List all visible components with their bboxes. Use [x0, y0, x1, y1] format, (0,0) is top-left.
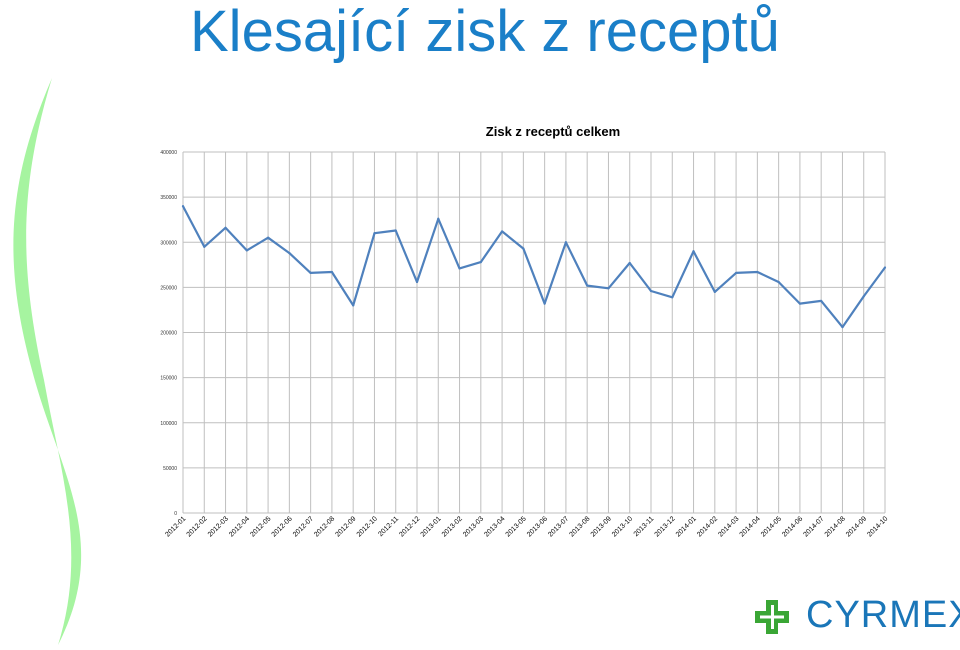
x-tick-label: 2012-12: [398, 515, 421, 538]
x-tick-label: 2013-02: [441, 515, 464, 538]
data-point: [777, 280, 780, 284]
x-tick-label: 2012-05: [249, 515, 272, 538]
y-tick-label: 200000: [160, 331, 177, 337]
data-point: [564, 241, 568, 244]
x-tick-label: 2012-07: [292, 515, 315, 538]
x-tick-label: 2012-08: [313, 515, 336, 538]
x-tick-label: 2013-05: [505, 515, 528, 538]
data-point: [458, 267, 461, 270]
x-tick-label: 2014-10: [866, 515, 889, 538]
data-point: [181, 205, 185, 208]
data-point: [820, 299, 823, 303]
data-point: [479, 261, 482, 264]
data-point: [522, 247, 525, 250]
y-tick-label: 300000: [160, 240, 177, 246]
x-tick-label: 2013-04: [483, 515, 506, 538]
x-tick-label: 2013-12: [654, 515, 677, 538]
data-point: [224, 226, 227, 229]
x-tick-label: 2012-10: [356, 515, 379, 538]
data-point: [756, 270, 759, 274]
pharmacy-cross-icon: [755, 600, 789, 634]
data-point: [500, 230, 504, 233]
y-tick-label: 50000: [163, 466, 177, 472]
x-tick-label: 2012-01: [164, 515, 187, 538]
x-tick-label: 2014-06: [781, 515, 804, 538]
data-point: [862, 295, 865, 298]
x-tick-label: 2014-01: [675, 515, 698, 538]
data-point: [649, 289, 653, 293]
x-tick-label: 2012-04: [228, 515, 251, 538]
data-point: [734, 271, 738, 275]
x-tick-label: 2014-09: [845, 515, 868, 538]
x-tick-label: 2013-10: [611, 515, 634, 538]
data-point: [203, 245, 206, 248]
x-tick-label: 2013-11: [633, 515, 656, 538]
data-point: [437, 217, 440, 220]
y-tick-label: 100000: [160, 421, 177, 427]
y-tick-label: 250000: [160, 285, 177, 291]
x-tick-label: 2014-03: [717, 515, 740, 538]
data-point: [266, 236, 270, 239]
x-tick-label: 2012-03: [207, 515, 230, 538]
x-tick-label: 2013-09: [590, 515, 613, 538]
data-point: [288, 251, 291, 255]
data-point: [841, 325, 844, 329]
data-point: [607, 287, 610, 290]
series-line: [182, 205, 886, 329]
x-tick-label: 2014-07: [802, 515, 825, 538]
y-tick-label: 150000: [160, 376, 177, 382]
x-tick-label: 2013-07: [547, 515, 570, 538]
x-tick-label: 2012-02: [186, 515, 209, 538]
data-point: [586, 284, 589, 287]
data-point: [352, 304, 355, 307]
y-tick-label: 0: [174, 511, 177, 517]
data-point: [394, 229, 397, 232]
cyrmex-logo: CYRMEX: [752, 592, 960, 642]
x-tick-label: 2013-03: [462, 515, 485, 538]
x-tick-label: 2014-05: [760, 515, 783, 538]
slide-title: Klesající zisk z receptů: [190, 0, 780, 64]
x-tick-label: 2012-06: [271, 515, 294, 538]
data-point: [692, 250, 695, 253]
chart-title: Zisk z receptů celkem: [486, 124, 620, 139]
y-tick-label: 350000: [160, 195, 177, 201]
x-tick-label: 2013-08: [568, 515, 591, 538]
x-tick-label: 2014-02: [696, 515, 719, 538]
data-point: [373, 232, 376, 235]
x-tick-label: 2013-06: [526, 515, 549, 538]
y-tick-label: 400000: [160, 150, 177, 156]
data-point: [309, 271, 312, 275]
data-point: [245, 249, 248, 252]
x-tick-label: 2014-08: [824, 515, 847, 538]
data-point: [415, 280, 419, 284]
logo-wordmark: CYRMEX: [806, 594, 960, 636]
x-tick-label: 2012-09: [334, 515, 357, 538]
data-point: [543, 302, 546, 305]
x-tick-label: 2012-11: [377, 515, 400, 538]
data-point: [713, 290, 716, 293]
x-tick-label: 2014-04: [739, 515, 762, 538]
x-tick-label: 2013-01: [420, 515, 443, 538]
data-point: [628, 261, 631, 265]
data-point: [883, 266, 887, 269]
data-point: [798, 302, 802, 305]
decorative-swoosh: [13, 78, 82, 645]
data-point: [671, 296, 674, 299]
data-point: [330, 270, 334, 274]
